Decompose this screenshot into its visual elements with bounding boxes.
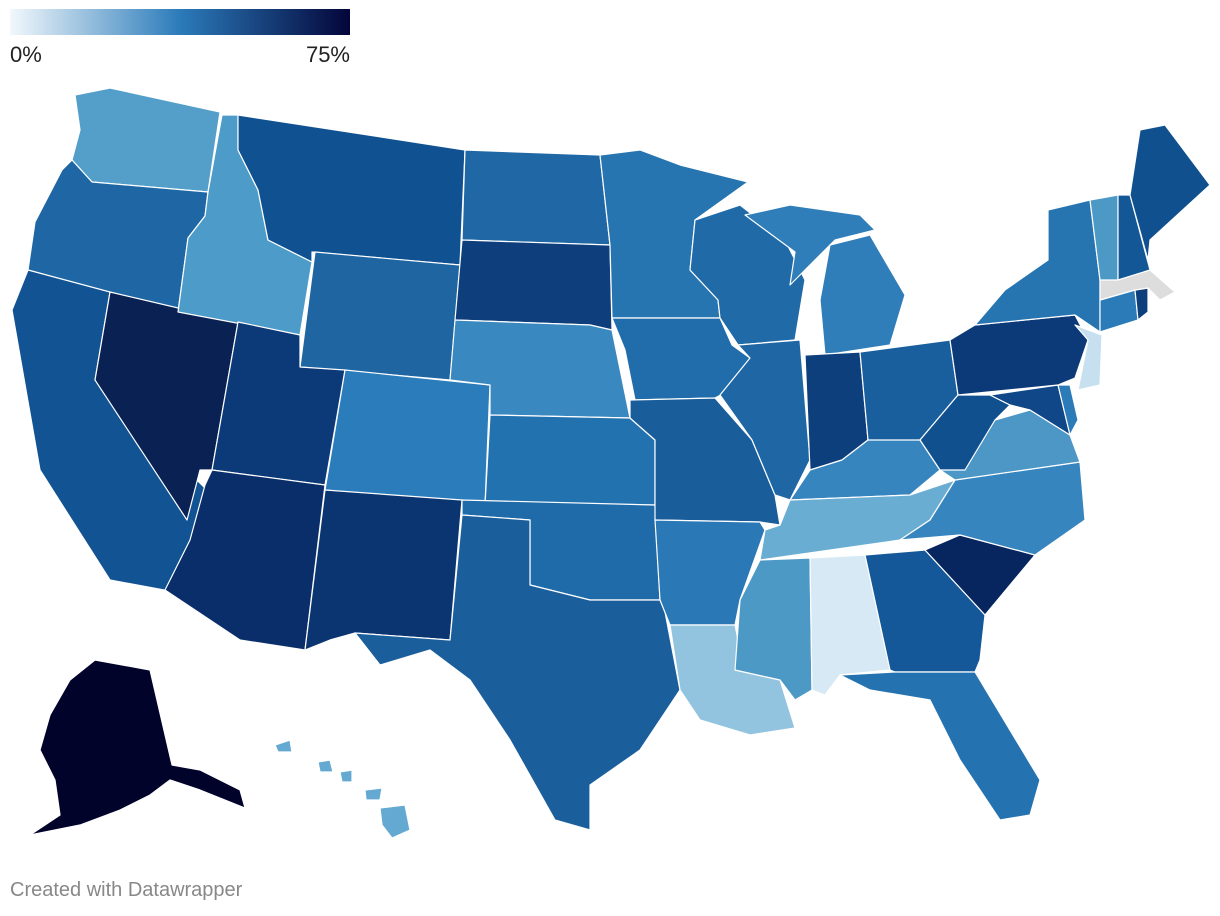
state-nh[interactable] (1117, 194, 1151, 281)
state-de[interactable] (1057, 384, 1079, 436)
color-legend: 0% 75% (10, 9, 350, 68)
state-mo[interactable] (629, 397, 781, 526)
state-ky[interactable] (789, 439, 941, 501)
legend-gradient-bar (10, 9, 350, 35)
state-nd[interactable] (461, 149, 611, 246)
state-pa[interactable] (949, 314, 1089, 396)
state-mt[interactable] (237, 114, 466, 266)
state-ri[interactable] (1134, 287, 1149, 321)
state-il[interactable] (719, 339, 811, 501)
legend-max-label: 75% (305, 42, 350, 67)
state-me[interactable] (1129, 124, 1211, 261)
state-ks[interactable] (484, 414, 656, 506)
state-nj[interactable] (1074, 324, 1103, 391)
state-hi[interactable] (274, 739, 411, 839)
state-sd[interactable] (454, 239, 613, 331)
state-nc[interactable] (899, 461, 1086, 556)
state-tx[interactable] (354, 514, 681, 831)
state-wy[interactable] (299, 251, 461, 381)
credit-text: Created with Datawrapper (10, 879, 243, 901)
state-ar[interactable] (654, 519, 766, 626)
state-wa[interactable] (71, 87, 221, 193)
state-ak[interactable] (29, 659, 246, 836)
state-nm[interactable] (304, 489, 463, 651)
legend-min-label: 0% (10, 42, 42, 67)
state-co[interactable] (324, 369, 491, 506)
state-fl[interactable] (839, 671, 1041, 821)
state-ny[interactable] (974, 199, 1101, 333)
state-mi[interactable] (744, 204, 906, 356)
